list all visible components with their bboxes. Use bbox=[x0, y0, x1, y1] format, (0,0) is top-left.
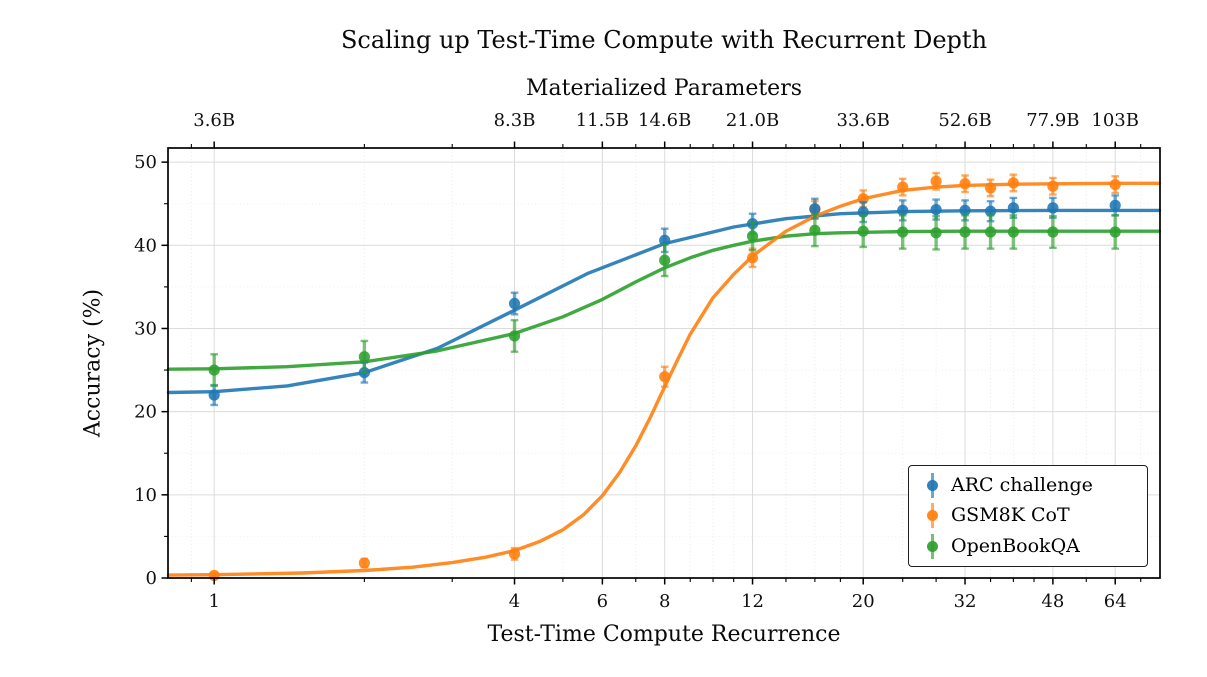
top-tick-label: 3.6B bbox=[193, 110, 235, 131]
data-point-openbookqa bbox=[984, 226, 997, 238]
y-tick-label: 0 bbox=[146, 568, 157, 589]
legend-item-gsm8k-cot: GSM8K CoT bbox=[926, 502, 1141, 529]
data-point-arc-challenge bbox=[897, 204, 909, 216]
legend-item-openbookqa: OpenBookQA bbox=[926, 533, 1141, 560]
top-tick-label: 33.6B bbox=[837, 110, 890, 131]
y-axis-label: Accuracy (%) bbox=[80, 288, 106, 438]
data-point-openbookqa bbox=[1109, 226, 1121, 238]
data-point-openbookqa bbox=[809, 224, 821, 236]
top-axis-label: Materialized Parameters bbox=[525, 76, 803, 101]
data-point-openbookqa bbox=[897, 226, 909, 238]
data-point-openbookqa bbox=[358, 351, 370, 363]
top-tick-label: 21.0B bbox=[726, 110, 779, 131]
x-tick-label: 1 bbox=[208, 591, 219, 612]
points-arc-challenge bbox=[208, 194, 1121, 407]
data-point-arc-challenge bbox=[984, 205, 997, 217]
data-point-gsm8k-cot bbox=[930, 175, 942, 187]
x-tick-label: 32 bbox=[954, 591, 977, 612]
data-point-openbookqa bbox=[746, 230, 759, 242]
x-tick-label: 48 bbox=[1041, 591, 1064, 612]
points-openbookqa bbox=[208, 213, 1121, 388]
data-point-arc-challenge bbox=[1047, 202, 1059, 214]
data-point-openbookqa bbox=[208, 364, 220, 376]
x-axis-label: Test-Time Compute Recurrence bbox=[487, 622, 841, 647]
data-point-arc-challenge bbox=[659, 234, 671, 246]
data-point-arc-challenge bbox=[508, 297, 521, 310]
y-tick-labels: 0 10 20 30 40 50 bbox=[134, 152, 157, 589]
y-tick-label: 50 bbox=[134, 152, 157, 173]
x-tick-label: 8 bbox=[659, 591, 670, 612]
top-tick-label: 77.9B bbox=[1026, 110, 1079, 131]
data-point-gsm8k-cot bbox=[746, 252, 759, 264]
data-point-arc-challenge bbox=[1007, 202, 1019, 214]
legend-item-arc-challenge: ARC challenge bbox=[926, 472, 1141, 499]
x-tick-label: 20 bbox=[852, 591, 875, 612]
errorbar-marker-icon bbox=[926, 502, 938, 529]
data-point-gsm8k-cot bbox=[1047, 180, 1059, 192]
data-point-arc-challenge bbox=[959, 204, 971, 216]
data-point-gsm8k-cot bbox=[659, 371, 671, 383]
data-point-gsm8k-cot bbox=[984, 182, 997, 194]
data-point-openbookqa bbox=[959, 226, 971, 238]
x-tick-label: 64 bbox=[1104, 591, 1127, 612]
top-tick-label: 8.3B bbox=[494, 110, 536, 131]
errorbar-marker-icon bbox=[926, 533, 938, 560]
y-tick-label: 40 bbox=[134, 235, 157, 256]
data-point-arc-challenge bbox=[208, 389, 220, 401]
data-point-openbookqa bbox=[1007, 226, 1019, 238]
y-tick-label: 10 bbox=[134, 485, 157, 506]
data-point-gsm8k-cot bbox=[508, 548, 521, 560]
x-tick-label: 12 bbox=[741, 591, 764, 612]
axis-ticks bbox=[161, 141, 1142, 585]
legend-label: ARC challenge bbox=[951, 473, 1093, 496]
errorbar-marker-icon bbox=[926, 472, 938, 499]
legend: ARC challenge GSM8K CoT OpenBookQA bbox=[908, 465, 1148, 567]
data-point-gsm8k-cot bbox=[959, 178, 971, 190]
legend-label: OpenBookQA bbox=[951, 535, 1080, 558]
data-point-arc-challenge bbox=[930, 203, 942, 216]
data-point-openbookqa bbox=[857, 225, 869, 237]
y-tick-label: 20 bbox=[134, 402, 157, 423]
x-tick-label: 4 bbox=[509, 591, 520, 612]
top-tick-label: 14.6B bbox=[638, 110, 691, 131]
data-point-arc-challenge bbox=[1109, 199, 1121, 211]
data-point-gsm8k-cot bbox=[897, 181, 909, 193]
chart-title: Scaling up Test-Time Compute with Recurr… bbox=[340, 26, 988, 54]
data-point-gsm8k-cot bbox=[1007, 177, 1019, 189]
top-tick-labels: 3.6B 8.3B 11.5B 14.6B 21.0B 33.6B 52.6B 77.9B 10… bbox=[193, 110, 1139, 131]
fit-curve-gsm8k-cot bbox=[166, 181, 1162, 577]
x-tick-label: 6 bbox=[597, 591, 608, 612]
data-point-gsm8k-cot bbox=[1109, 178, 1121, 191]
data-point-openbookqa bbox=[659, 254, 671, 266]
data-point-openbookqa bbox=[508, 330, 521, 342]
y-tick-label: 30 bbox=[134, 318, 157, 339]
legend-label: GSM8K CoT bbox=[951, 504, 1070, 527]
data-point-arc-challenge bbox=[809, 203, 821, 215]
data-point-openbookqa bbox=[930, 227, 942, 239]
top-tick-label: 11.5B bbox=[576, 110, 629, 131]
data-point-openbookqa bbox=[1047, 226, 1059, 238]
top-tick-label: 103B bbox=[1091, 110, 1139, 131]
x-tick-labels: 1 4 6 8 12 20 32 48 64 bbox=[208, 591, 1126, 612]
top-tick-label: 52.6B bbox=[938, 110, 991, 131]
data-point-gsm8k-cot bbox=[358, 557, 370, 569]
